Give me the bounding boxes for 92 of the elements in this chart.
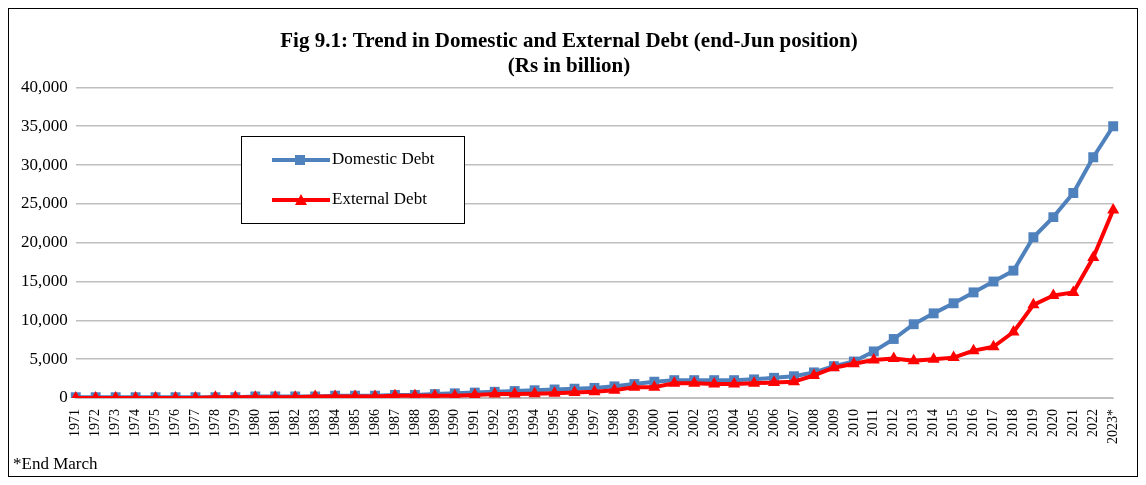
y-tick-label: 35,000 <box>21 115 68 135</box>
y-tick-label: 5,000 <box>29 348 68 368</box>
point <box>987 339 1000 351</box>
point <box>1048 212 1059 223</box>
x-tick-label: 2017 <box>985 409 1001 437</box>
point <box>888 334 899 344</box>
x-tick-label: 1987 <box>386 409 402 437</box>
x-tick-label: 2004 <box>725 409 741 437</box>
x-tick-label: 1984 <box>326 409 342 437</box>
x-tick-label: 2000 <box>646 409 661 437</box>
x-tick-label: 1999 <box>626 409 642 437</box>
x-tick-label: 2008 <box>805 409 821 437</box>
x-tick-label: 1985 <box>346 409 362 437</box>
point <box>867 352 880 364</box>
y-tick-label: 30,000 <box>21 154 68 174</box>
point <box>887 351 900 362</box>
x-tick-label: 2002 <box>685 409 701 437</box>
x-tick-label: 1975 <box>147 409 163 437</box>
x-tick-label: 2016 <box>965 409 981 437</box>
point <box>927 352 940 363</box>
y-tick-label: 20,000 <box>21 232 68 252</box>
x-tick-label: 1986 <box>366 409 382 437</box>
x-tick-label: 2020 <box>1045 409 1061 437</box>
point <box>1008 265 1019 276</box>
x-tick-label: 2009 <box>825 409 841 437</box>
x-tick-label: 2012 <box>885 409 901 437</box>
x-tick-label: 1972 <box>87 409 103 437</box>
y-tick-label: 0 <box>59 387 68 407</box>
x-tick-label: 2014 <box>925 409 941 437</box>
x-tick-label: 1979 <box>227 409 243 437</box>
point <box>1088 152 1099 163</box>
point <box>1068 188 1079 198</box>
point <box>928 308 939 319</box>
point <box>948 298 959 309</box>
x-tick-label: 1991 <box>466 409 482 437</box>
x-tick-label: 2023* <box>1104 409 1120 444</box>
point <box>947 350 960 362</box>
point <box>908 319 919 330</box>
point <box>1107 203 1120 214</box>
x-tick-label: 1994 <box>526 409 542 437</box>
x-tick-label: 1995 <box>546 409 562 437</box>
x-tick-label: 1974 <box>127 409 143 437</box>
x-tick-label: 1993 <box>506 409 522 437</box>
x-tick-label: 1973 <box>107 409 123 437</box>
x-tick-label: 1980 <box>246 409 262 437</box>
x-tick-label: 2006 <box>765 409 781 437</box>
point <box>1087 250 1100 261</box>
y-tick-label: 15,000 <box>21 270 68 290</box>
chart-title: Fig 9.1: Trend in Domestic and External Debt (end-Jun position) <box>280 28 858 53</box>
point <box>907 353 920 365</box>
x-tick-label: 1997 <box>586 409 602 437</box>
text: *End March <box>13 454 98 474</box>
x-tick-label: 2013 <box>905 409 921 437</box>
point <box>968 287 979 298</box>
x-tick-label: 1982 <box>286 409 302 437</box>
point <box>1028 232 1039 243</box>
x-tick-label: 1983 <box>306 409 322 437</box>
y-tick-label: 10,000 <box>21 309 68 329</box>
x-tick-label: 2007 <box>785 409 801 437</box>
x-tick-label: 1981 <box>266 409 282 437</box>
x-tick-label: 2022 <box>1084 409 1100 437</box>
x-tick-label: 2015 <box>945 409 961 437</box>
x-tick-label: 2018 <box>1005 409 1021 437</box>
point <box>1108 121 1119 132</box>
x-tick-label: 1988 <box>406 409 422 437</box>
point <box>1027 297 1040 309</box>
legend-label: External Debt <box>332 189 427 208</box>
chart-subtitle: (Rs in billion) <box>507 53 631 78</box>
x-tick-label: 2010 <box>845 409 861 437</box>
x-tick-label: 1977 <box>187 409 203 437</box>
x-tick-label: 1971 <box>67 409 83 437</box>
point <box>1067 285 1080 296</box>
legend-label: Domestic Debt <box>332 149 435 168</box>
x-tick-label: 1992 <box>486 409 502 437</box>
x-tick-label: 1990 <box>446 409 462 437</box>
x-tick-label: 1996 <box>566 409 582 437</box>
point <box>787 374 801 386</box>
x-tick-label: 2001 <box>665 409 681 437</box>
x-tick-label: 1978 <box>207 409 223 437</box>
x-tick-label: 1976 <box>167 409 183 437</box>
x-tick-label: 1998 <box>606 409 622 437</box>
x-tick-label: 2011 <box>865 409 881 437</box>
x-tick-label: 2005 <box>745 409 761 437</box>
y-tick-label: 25,000 <box>21 193 68 213</box>
point <box>967 343 980 355</box>
point <box>868 346 879 357</box>
x-tick-label: 2019 <box>1025 409 1041 437</box>
y-tick-label: 40,000 <box>21 76 68 96</box>
x-tick-label: 1989 <box>426 409 442 437</box>
point <box>648 380 661 391</box>
x-tick-label: 2003 <box>705 409 721 437</box>
x-tick-label: 2021 <box>1064 409 1080 437</box>
